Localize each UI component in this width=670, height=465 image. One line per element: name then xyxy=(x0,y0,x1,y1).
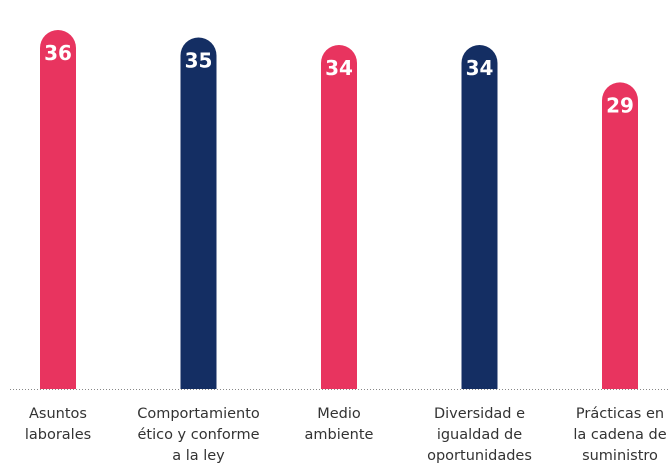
label-line: la cadena de xyxy=(573,427,666,443)
label-line: Prácticas en xyxy=(576,406,664,422)
bar xyxy=(40,30,76,389)
label-line: a la ley xyxy=(172,448,225,464)
value-label: 34 xyxy=(325,56,353,80)
label-line: laborales xyxy=(25,427,91,443)
label-line: Diversidad e xyxy=(434,406,525,422)
value-label: 34 xyxy=(466,56,494,80)
x-tick-label: Prácticas en la cadena de suministro xyxy=(573,406,666,464)
value-label: 35 xyxy=(185,48,213,72)
bar xyxy=(321,44,357,389)
x-tick-label: Asuntos laborales xyxy=(25,406,91,443)
label-line: Comportamiento xyxy=(137,406,260,422)
label-line: igualdad de xyxy=(437,427,522,443)
bar xyxy=(180,37,217,390)
x-tick-label: Medio ambiente xyxy=(305,406,374,443)
label-line: oportunidades xyxy=(427,448,532,464)
bar xyxy=(461,44,498,389)
bar xyxy=(602,82,638,389)
label-line: ético y conforme xyxy=(137,427,259,443)
value-label: 29 xyxy=(606,93,634,117)
value-label: 36 xyxy=(44,41,72,65)
x-tick-label: Comportamiento ético y conforme a la ley xyxy=(137,406,260,464)
label-line: Medio xyxy=(317,406,361,422)
label-line: suministro xyxy=(582,448,658,464)
label-line: ambiente xyxy=(305,427,374,443)
x-tick-label: Diversidad e igualdad de oportunidades xyxy=(427,406,532,464)
label-line: Asuntos xyxy=(29,406,87,422)
